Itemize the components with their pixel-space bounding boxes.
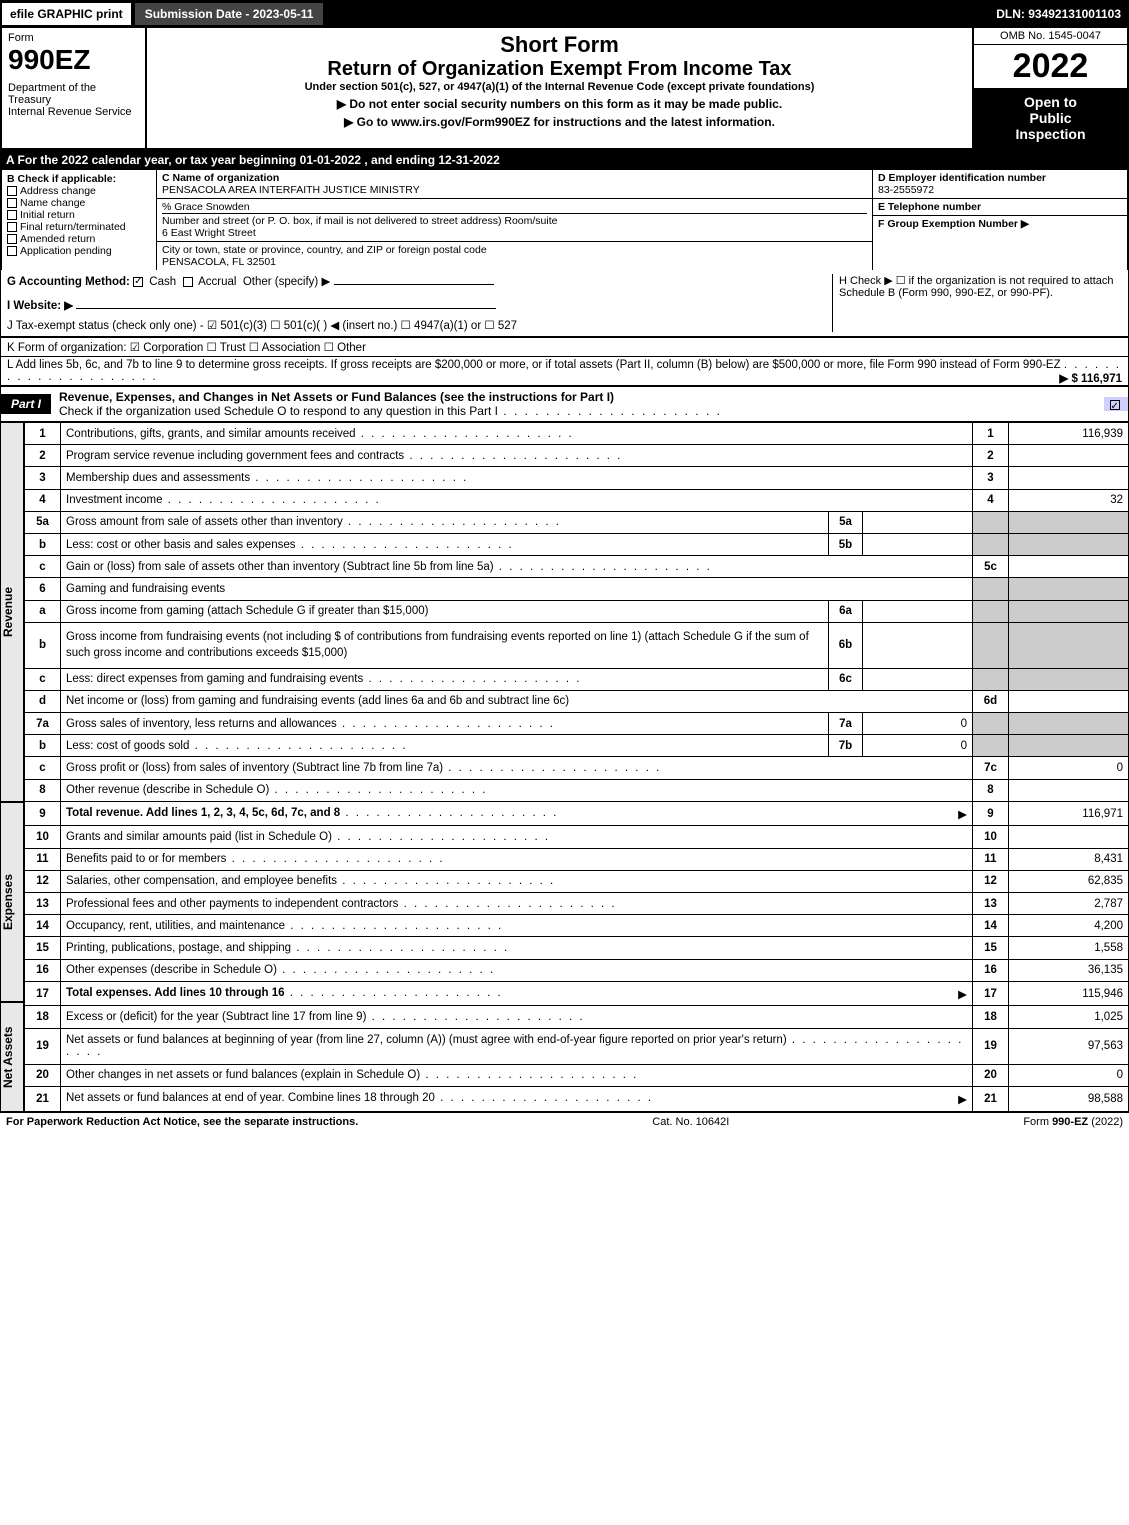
row-16: 16Other expenses (describe in Schedule O… [25, 959, 1129, 981]
header-left: Form 990EZ Department of the Treasury In… [2, 28, 147, 148]
row-21: 21Net assets or fund balances at end of … [25, 1087, 1129, 1112]
part-i-checkbox[interactable] [1104, 397, 1128, 411]
form-label: Form [8, 32, 139, 44]
line-k: K Form of organization: ☑ Corporation ☐ … [0, 337, 1129, 357]
dln-number: DLN: 93492131001103 [996, 7, 1129, 21]
form-header: Form 990EZ Department of the Treasury In… [0, 28, 1129, 150]
header-center: Short Form Return of Organization Exempt… [147, 28, 972, 148]
tax-year: 2022 [974, 45, 1127, 88]
line-g: G Accounting Method: Cash Accrual Other … [7, 274, 826, 288]
row-5a: 5aGross amount from sale of assets other… [25, 511, 1129, 533]
omb-number: OMB No. 1545-0047 [974, 28, 1127, 45]
section-c: C Name of organization PENSACOLA AREA IN… [157, 170, 872, 270]
ein-label: D Employer identification number [878, 172, 1122, 184]
row-7b: bLess: cost of goods sold7b0 [25, 735, 1129, 757]
row-5b: bLess: cost or other basis and sales exp… [25, 534, 1129, 556]
chk-final-return[interactable]: Final return/terminated [7, 221, 151, 233]
tab-revenue: Revenue [0, 422, 24, 802]
submission-date: Submission Date - 2023-05-11 [133, 1, 326, 27]
row-18: 18Excess or (deficit) for the year (Subt… [25, 1006, 1129, 1028]
line-a-tax-year: A For the 2022 calendar year, or tax yea… [0, 150, 1129, 170]
city-state-zip: PENSACOLA, FL 32501 [162, 256, 867, 268]
city-label: City or town, state or province, country… [162, 244, 867, 256]
chk-cash[interactable] [133, 277, 143, 287]
irs-label: Internal Revenue Service [8, 106, 139, 118]
line-h: H Check ▶ ☐ if the organization is not r… [832, 274, 1122, 332]
efile-print-label[interactable]: efile GRAPHIC print [0, 1, 133, 27]
row-4: 4Investment income432 [25, 489, 1129, 511]
row-1: 1Contributions, gifts, grants, and simil… [25, 423, 1129, 445]
group-exemption-label: F Group Exemption Number ▶ [878, 218, 1122, 230]
ein-value: 83-2555972 [878, 184, 1122, 196]
org-name: PENSACOLA AREA INTERFAITH JUSTICE MINIST… [162, 184, 867, 196]
row-6d: dNet income or (loss) from gaming and fu… [25, 690, 1129, 712]
chk-name-change[interactable]: Name change [7, 197, 151, 209]
telephone-label: E Telephone number [878, 201, 1122, 213]
row-20: 20Other changes in net assets or fund ba… [25, 1064, 1129, 1086]
lines-g-h-i-j: G Accounting Method: Cash Accrual Other … [0, 270, 1129, 337]
footer-cat-no: Cat. No. 10642I [358, 1116, 1023, 1128]
form-number: 990EZ [8, 44, 139, 76]
row-19: 19Net assets or fund balances at beginni… [25, 1028, 1129, 1064]
ssn-warning: ▶ Do not enter social security numbers o… [153, 97, 966, 111]
goto-link[interactable]: ▶ Go to www.irs.gov/Form990EZ for instru… [153, 115, 966, 129]
section-b-title: B Check if applicable: [7, 173, 151, 185]
public-inspection-badge: Open to Public Inspection [974, 88, 1127, 148]
line-l-amount: ▶ $ 116,971 [1059, 371, 1122, 385]
row-2: 2Program service revenue including gover… [25, 445, 1129, 467]
row-14: 14Occupancy, rent, utilities, and mainte… [25, 915, 1129, 937]
subtitle: Under section 501(c), 527, or 4947(a)(1)… [153, 81, 966, 93]
header-right: OMB No. 1545-0047 2022 Open to Public In… [972, 28, 1127, 148]
row-6: 6Gaming and fundraising events [25, 578, 1129, 600]
row-5c: cGain or (loss) from sale of assets othe… [25, 556, 1129, 578]
footer-paperwork: For Paperwork Reduction Act Notice, see … [6, 1116, 358, 1128]
chk-initial-return[interactable]: Initial return [7, 209, 151, 221]
part-i-header: Part I Revenue, Expenses, and Changes in… [0, 386, 1129, 422]
row-13: 13Professional fees and other payments t… [25, 893, 1129, 915]
section-b: B Check if applicable: Address change Na… [2, 170, 157, 270]
row-8: 8Other revenue (describe in Schedule O)8 [25, 779, 1129, 801]
section-d-e-f: D Employer identification number 83-2555… [872, 170, 1127, 270]
chk-amended-return[interactable]: Amended return [7, 233, 151, 245]
care-of: % Grace Snowden [162, 201, 867, 213]
chk-accrual[interactable] [183, 277, 193, 287]
row-7a: 7aGross sales of inventory, less returns… [25, 713, 1129, 735]
page-footer: For Paperwork Reduction Act Notice, see … [0, 1112, 1129, 1131]
line-j: J Tax-exempt status (check only one) - ☑… [7, 318, 826, 332]
line-l: L Add lines 5b, 6c, and 7b to line 9 to … [0, 357, 1129, 386]
row-6c: cLess: direct expenses from gaming and f… [25, 668, 1129, 690]
street-address: 6 East Wright Street [162, 227, 867, 239]
row-6b: bGross income from fundraising events (n… [25, 622, 1129, 668]
row-11: 11Benefits paid to or for members118,431 [25, 848, 1129, 870]
lines-table: 1Contributions, gifts, grants, and simil… [24, 422, 1129, 1112]
row-6a: aGross income from gaming (attach Schedu… [25, 600, 1129, 622]
main-title: Return of Organization Exempt From Incom… [153, 58, 966, 81]
row-9: 9Total revenue. Add lines 1, 2, 3, 4, 5c… [25, 801, 1129, 826]
org-info-grid: B Check if applicable: Address change Na… [0, 170, 1129, 270]
footer-form-ref: Form 990-EZ (2022) [1023, 1116, 1123, 1128]
chk-application-pending[interactable]: Application pending [7, 245, 151, 257]
part-i-title: Revenue, Expenses, and Changes in Net As… [51, 387, 1104, 421]
row-7c: cGross profit or (loss) from sales of in… [25, 757, 1129, 779]
row-12: 12Salaries, other compensation, and empl… [25, 870, 1129, 892]
dept-treasury: Department of the Treasury [8, 82, 139, 106]
part-i-body: Revenue Expenses Net Assets 1Contributio… [0, 422, 1129, 1112]
section-c-title: C Name of organization [162, 172, 867, 184]
line-i: I Website: ▶ [7, 298, 826, 312]
chk-address-change[interactable]: Address change [7, 185, 151, 197]
street-label: Number and street (or P. O. box, if mail… [162, 213, 867, 227]
short-form-title: Short Form [153, 32, 966, 58]
tab-expenses: Expenses [0, 802, 24, 1002]
row-3: 3Membership dues and assessments3 [25, 467, 1129, 489]
part-i-label: Part I [1, 394, 51, 414]
tab-net-assets: Net Assets [0, 1002, 24, 1112]
top-bar: efile GRAPHIC print Submission Date - 20… [0, 0, 1129, 28]
row-10: 10Grants and similar amounts paid (list … [25, 826, 1129, 848]
row-15: 15Printing, publications, postage, and s… [25, 937, 1129, 959]
row-17: 17Total expenses. Add lines 10 through 1… [25, 981, 1129, 1006]
